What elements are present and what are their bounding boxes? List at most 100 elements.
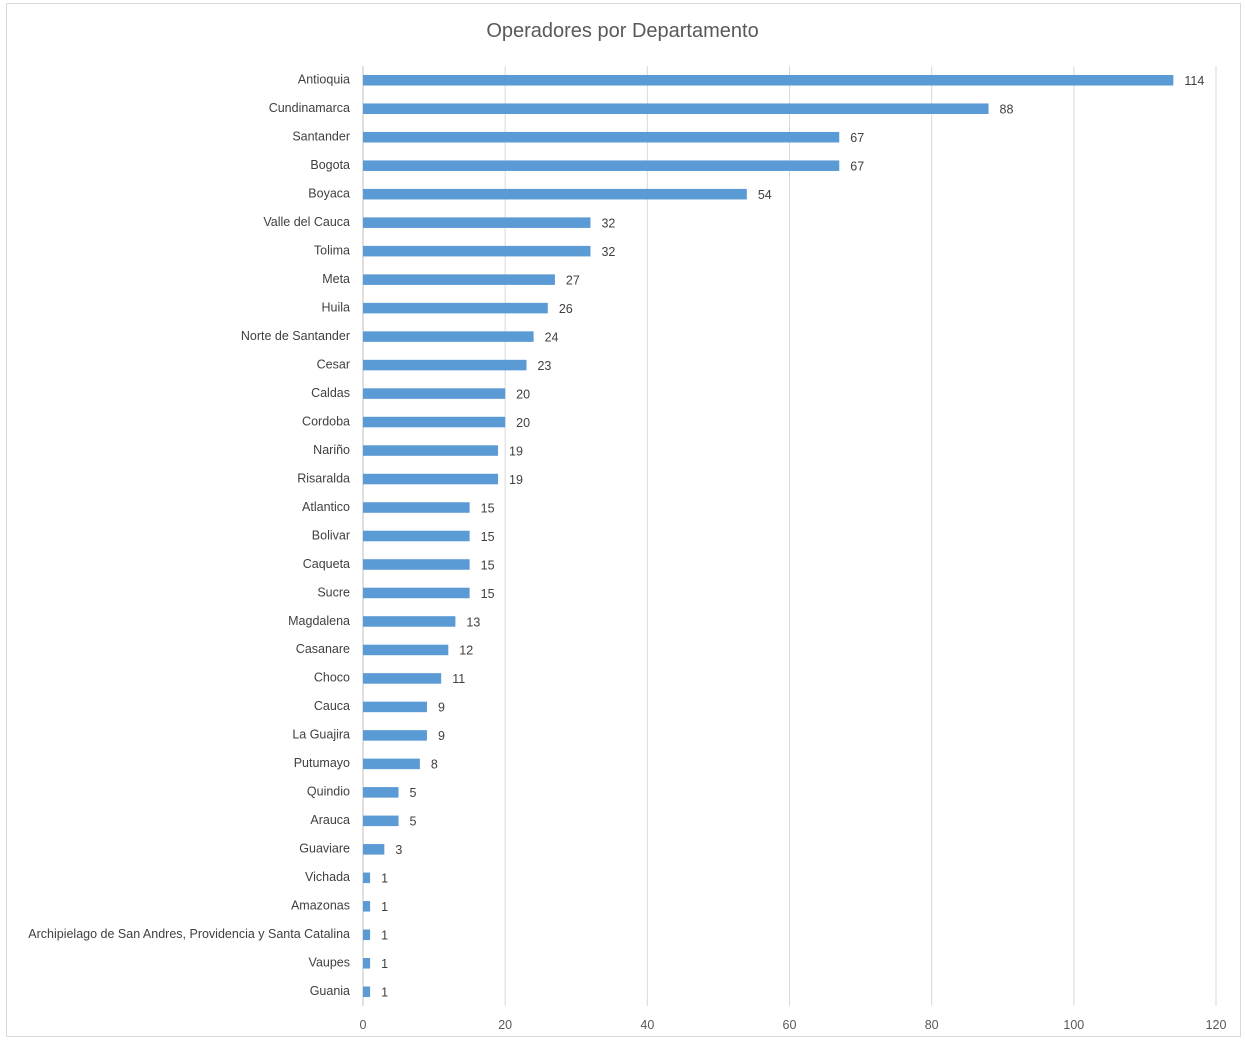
bar — [363, 245, 591, 257]
category-labels: Antioquia Cundinamarca Santander Bogota Boya… — [28, 73, 350, 999]
bar — [363, 616, 456, 627]
category-label: Cauca — [314, 699, 350, 713]
category-label: Cesar — [317, 357, 350, 371]
data-label: 1 — [381, 900, 388, 914]
bar — [363, 986, 371, 998]
bar — [363, 331, 534, 342]
bars — [363, 74, 1174, 998]
category-label: Risaralda — [297, 471, 350, 485]
data-label: 12 — [459, 644, 473, 658]
data-label: 88 — [1000, 103, 1014, 117]
data-label: 5 — [410, 786, 417, 800]
chart-frame — [6, 3, 1241, 1037]
category-label: Boyaca — [308, 186, 350, 200]
data-label: 20 — [516, 416, 530, 430]
data-label: 15 — [481, 501, 495, 515]
bar — [363, 701, 427, 713]
category-label: Tolima — [314, 243, 350, 257]
data-label: 20 — [516, 387, 530, 401]
category-label: Magdalena — [288, 614, 350, 628]
x-tick-labels: 0 20 40 60 80 100 120 — [360, 1018, 1227, 1032]
category-label: Vaupes — [309, 956, 350, 970]
x-tick-label: 60 — [783, 1018, 797, 1032]
bar — [363, 901, 371, 912]
data-label: 1 — [381, 957, 388, 971]
category-label: La Guajira — [292, 728, 350, 742]
bar — [363, 730, 427, 741]
category-label: Bogota — [310, 158, 350, 172]
data-label: 114 — [1184, 74, 1204, 88]
bar — [363, 673, 442, 684]
x-tick-label: 120 — [1206, 1018, 1227, 1032]
bar — [363, 815, 399, 827]
data-label: 24 — [545, 330, 559, 344]
data-label: 1 — [381, 872, 388, 886]
bar — [363, 644, 449, 656]
bar — [363, 388, 506, 399]
bar — [363, 445, 499, 456]
x-tick-label: 40 — [640, 1018, 654, 1032]
bar — [363, 131, 840, 143]
bar — [363, 274, 555, 285]
x-tick-label: 0 — [360, 1018, 367, 1032]
data-label: 9 — [438, 701, 445, 715]
data-label: 8 — [431, 758, 438, 772]
category-label: Choco — [314, 671, 350, 685]
bar — [363, 217, 591, 228]
bar — [363, 188, 747, 200]
bar — [363, 929, 371, 941]
bar — [363, 502, 470, 513]
data-label: 1 — [381, 929, 388, 943]
data-label: 15 — [481, 530, 495, 544]
data-label: 32 — [601, 245, 615, 259]
data-label: 54 — [758, 188, 772, 202]
data-label: 9 — [438, 729, 445, 743]
data-label: 5 — [410, 815, 417, 829]
bar — [363, 844, 385, 855]
bar — [363, 416, 506, 428]
data-label: 15 — [481, 587, 495, 601]
bar — [363, 530, 470, 542]
bar — [363, 103, 989, 114]
category-label: Archipielago de San Andres, Providencia … — [28, 927, 350, 941]
category-label: Quindio — [307, 785, 350, 799]
bar — [363, 758, 420, 770]
bar — [363, 359, 527, 371]
category-label: Caqueta — [303, 557, 350, 571]
data-label: 26 — [559, 302, 573, 316]
data-labels: 1148867675432322726242320201919151515151… — [381, 74, 1204, 1000]
category-label: Santander — [292, 130, 350, 144]
bar — [363, 958, 371, 969]
category-label: Guania — [310, 984, 350, 998]
data-label: 27 — [566, 273, 580, 287]
category-label: Arauca — [310, 813, 350, 827]
bar — [363, 559, 470, 570]
x-tick-label: 80 — [925, 1018, 939, 1032]
category-label: Putumayo — [294, 756, 350, 770]
bar — [363, 74, 1174, 86]
chart-title: Operadores por Departamento — [486, 20, 759, 42]
data-label: 13 — [466, 615, 480, 629]
category-label: Amazonas — [291, 899, 350, 913]
bar — [363, 787, 399, 798]
data-label: 67 — [850, 131, 864, 145]
category-label: Cundinamarca — [269, 101, 350, 115]
bar — [363, 872, 371, 884]
category-label: Sucre — [317, 585, 350, 599]
category-label: Bolivar — [312, 528, 350, 542]
data-label: 3 — [395, 843, 402, 857]
data-label: 15 — [481, 558, 495, 572]
category-label: Vichada — [305, 870, 350, 884]
bar — [363, 160, 840, 171]
category-label: Meta — [322, 272, 350, 286]
category-label: Huila — [322, 300, 351, 314]
category-label: Guaviare — [299, 842, 350, 856]
category-label: Antioquia — [298, 73, 350, 87]
data-label: 1 — [381, 986, 388, 1000]
x-tick-label: 20 — [498, 1018, 512, 1032]
data-label: 67 — [850, 159, 864, 173]
bar — [363, 473, 499, 485]
data-label: 23 — [537, 359, 551, 373]
category-label: Caldas — [311, 386, 350, 400]
